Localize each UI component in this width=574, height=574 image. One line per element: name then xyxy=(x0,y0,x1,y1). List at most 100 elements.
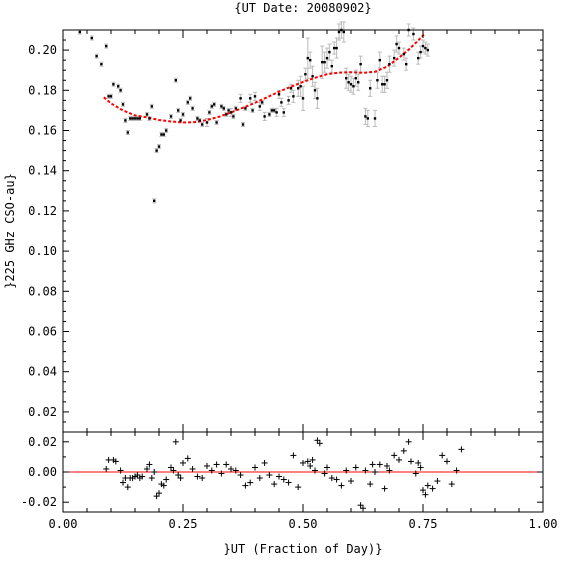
x-tick-label: 1.00 xyxy=(529,517,558,531)
data-point xyxy=(112,83,115,86)
data-point xyxy=(95,54,98,58)
data-point xyxy=(345,77,348,80)
data-point xyxy=(330,64,333,68)
data-point xyxy=(148,117,151,120)
data-point xyxy=(198,119,201,122)
data-point xyxy=(121,103,125,106)
data-point xyxy=(277,93,281,96)
data-point xyxy=(155,149,158,152)
data-point xyxy=(419,50,422,54)
data-point xyxy=(304,73,307,76)
data-point xyxy=(213,103,216,106)
data-point xyxy=(220,105,223,108)
data-point xyxy=(136,117,139,120)
data-point xyxy=(323,60,326,64)
data-point xyxy=(402,52,405,56)
data-point xyxy=(215,121,218,124)
y-tick-label: 0.16 xyxy=(28,124,57,138)
data-point xyxy=(174,79,177,82)
data-point xyxy=(100,62,103,66)
data-point xyxy=(282,111,285,114)
data-point xyxy=(313,89,317,92)
y-tick-label: 0.08 xyxy=(28,284,57,298)
data-point xyxy=(117,85,120,88)
data-point xyxy=(189,97,192,100)
y-tick-label: 0.06 xyxy=(28,325,57,339)
data-point xyxy=(397,46,401,50)
data-point xyxy=(297,87,300,90)
data-point xyxy=(376,79,379,82)
data-point xyxy=(196,117,199,120)
data-point xyxy=(357,81,360,84)
data-point xyxy=(337,30,341,34)
data-point xyxy=(388,62,391,66)
data-point xyxy=(191,107,194,110)
y-tick-label: 0.14 xyxy=(28,164,57,178)
data-point xyxy=(417,56,420,60)
data-point xyxy=(126,131,129,134)
data-point xyxy=(107,95,110,98)
data-point xyxy=(325,56,329,60)
data-point xyxy=(133,117,137,120)
data-point xyxy=(289,87,293,90)
x-tick-label: 0.75 xyxy=(409,517,438,531)
data-point xyxy=(145,113,149,116)
data-point xyxy=(349,83,353,86)
data-point xyxy=(270,109,273,112)
data-point xyxy=(90,36,93,40)
data-point xyxy=(186,101,189,104)
data-point xyxy=(261,101,264,104)
data-point xyxy=(249,97,252,100)
x-axis-label: }UT (Fraction of Day)} xyxy=(224,542,383,556)
y-tick-label: 0.12 xyxy=(28,204,57,218)
data-point xyxy=(169,115,173,118)
data-point xyxy=(239,97,242,100)
data-point xyxy=(395,42,398,46)
data-point xyxy=(181,113,185,116)
bottom-y-ticks: -0.02 0.00 0.02 xyxy=(21,435,543,509)
data-point xyxy=(179,119,182,122)
data-point xyxy=(138,117,141,120)
data-point xyxy=(311,75,314,78)
data-point xyxy=(153,199,156,203)
data-point xyxy=(119,89,122,92)
data-point xyxy=(227,109,230,112)
data-point xyxy=(109,95,113,98)
top-panel: 0.02 0.04 0.06 0.08 0.10 0.12 0.14 0.16 0.18 0.20 xyxy=(28,21,544,433)
data-point xyxy=(306,56,309,60)
data-point xyxy=(177,109,180,112)
data-point xyxy=(373,117,377,120)
data-point xyxy=(364,115,367,118)
data-point xyxy=(280,101,283,104)
bottom-panel: -0.02 0.00 0.02 0.00 0.25 0.50 0.75 1.00 xyxy=(21,431,558,531)
y-tick-label: 0.02 xyxy=(28,405,57,419)
data-point xyxy=(378,58,381,62)
data-point xyxy=(241,123,245,126)
data-point xyxy=(201,123,204,126)
data-point xyxy=(333,46,336,50)
y-tick-label: 0.02 xyxy=(28,435,57,449)
top-points xyxy=(78,28,429,203)
data-point xyxy=(405,62,408,66)
data-point xyxy=(369,87,372,90)
x-tick-label: 0.00 xyxy=(49,517,78,531)
data-point xyxy=(383,83,386,86)
x-tick-label: 0.25 xyxy=(169,517,198,531)
data-point xyxy=(157,145,161,148)
data-point xyxy=(424,46,427,50)
x-tick-label: 0.50 xyxy=(289,517,318,531)
data-point xyxy=(165,129,168,132)
y-tick-label: 0.04 xyxy=(28,365,57,379)
data-point xyxy=(129,117,132,120)
data-point xyxy=(275,111,278,114)
data-point xyxy=(385,79,389,82)
data-point xyxy=(359,62,362,66)
data-point xyxy=(393,56,396,60)
y-tick-label: 0.18 xyxy=(28,83,57,97)
data-point xyxy=(234,107,237,110)
y-tick-label: -0.02 xyxy=(21,495,57,509)
residual-points xyxy=(103,437,465,512)
data-point xyxy=(251,109,254,112)
